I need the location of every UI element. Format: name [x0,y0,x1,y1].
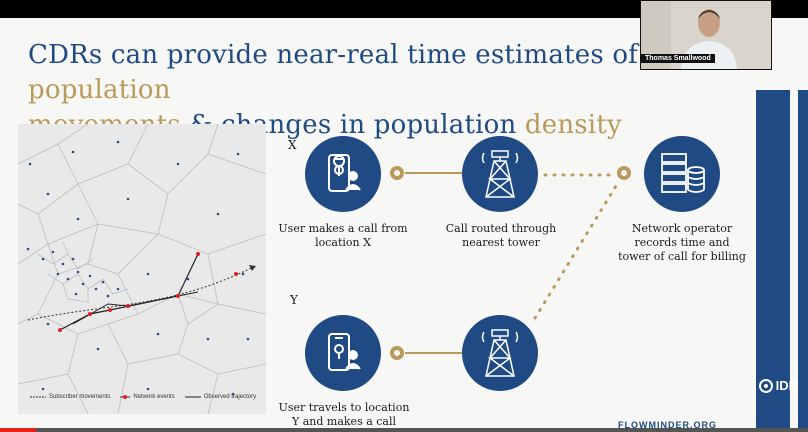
step-call-y-label: User travels to location Y and makes a ca… [278,401,410,428]
participant-name: Thomas Smallwood [641,54,715,63]
phone-location-icon [328,333,361,371]
cell-tower-icon [481,329,519,377]
step-call-y-circle [305,315,381,391]
connector-node-operator [617,166,631,180]
cell-tower-icon [481,150,519,198]
legend-subscriber-movements: Subscriber movements [30,394,111,400]
step-call-x-circle [305,136,381,212]
idb-logo: IDB [758,378,798,393]
map-legend: Subscriber movements Network events Obse… [30,394,256,400]
webcam-feed: Thomas Smallwood [640,0,772,70]
footer-text: FLOWMINDER.ORG [618,420,717,430]
step-tower-circle [462,136,538,212]
idb-logo-icon [758,378,773,393]
step-call-x-label: User makes a call from location X [278,222,408,249]
title-text-1: CDRs can provide near-real time estimate… [28,40,638,70]
slide-accent-bar-edge [798,90,808,432]
label-location-x: X [288,138,297,152]
legend-network-events: Network events [120,394,175,400]
voronoi-map [18,124,266,414]
label-location-y: Y [290,293,298,307]
title-highlight-density: density [524,110,622,140]
server-database-icon [661,153,705,193]
slide-accent-bar [756,90,790,432]
step-tower-label: Call routed through nearest tower [445,222,557,249]
connector-node-y [390,346,404,360]
step-tower-y-circle [462,315,538,391]
video-progress-bar[interactable] [0,428,808,432]
legend-observed-trajectory: Observed trajectory [184,394,257,400]
phone-location-icon [328,154,361,192]
title-highlight-population: population [28,75,171,105]
video-progress-fill [0,428,37,432]
step-operator-label: Network operator records time and tower of… [618,222,746,263]
step-operator-circle [644,136,720,212]
connector-node-x [390,166,404,180]
top-bar [0,0,808,18]
